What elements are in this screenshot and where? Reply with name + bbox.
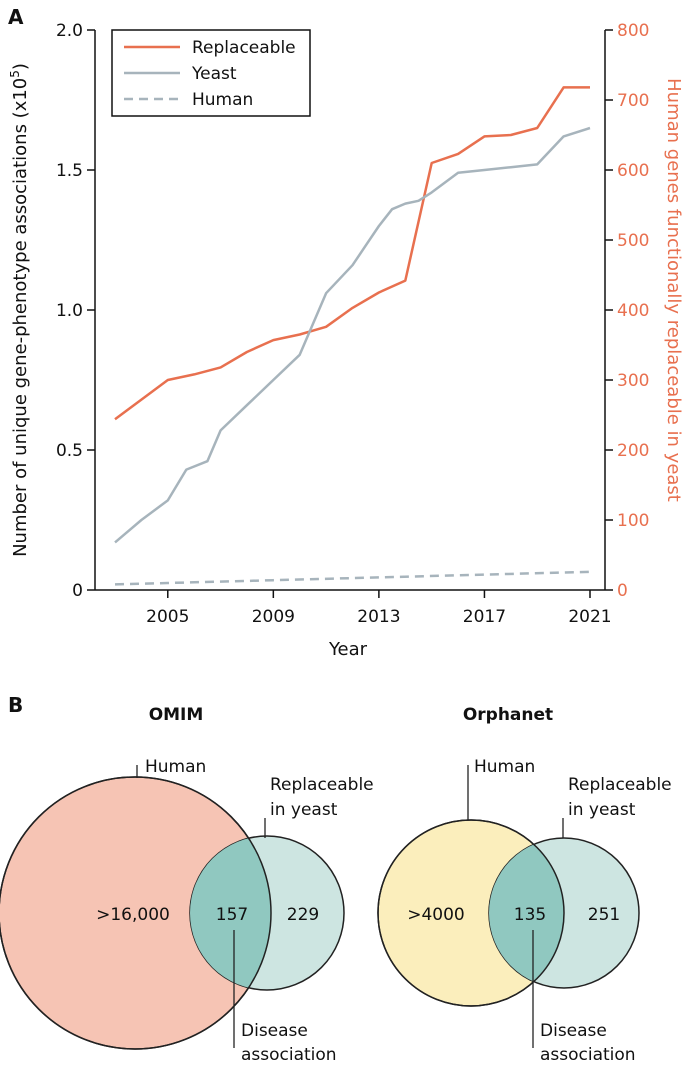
series-line-replaceable	[114, 86, 590, 421]
legend-label-human: Human	[192, 90, 253, 110]
legend-label-yeast: Yeast	[191, 64, 237, 84]
venn-label-replaceable-orphanet-1: Replaceable	[568, 775, 672, 795]
venn-outline-omim	[0, 776, 272, 1050]
y-axis-title-exp: 5	[8, 70, 22, 78]
y-tick-label-right: 800	[617, 21, 649, 41]
y-axis-title-left: Number of unique gene-phenotype associat…	[8, 63, 31, 557]
venn-label-human-omim: Human	[145, 757, 206, 777]
venn-outline-orphanet	[377, 819, 565, 1007]
y-tick-label-right: 300	[617, 371, 649, 391]
venn-value-human-orphanet: >4000	[407, 905, 465, 925]
venn-omim: OMIM Human Replaceable in yeast >16,000 …	[0, 705, 374, 1065]
venn-value-replaceable-omim: 229	[287, 905, 319, 925]
x-tick-label: 2009	[252, 607, 295, 627]
line-chart: 00.51.01.52.0 0100200300400500600700800 …	[8, 21, 684, 660]
venn-title-omim: OMIM	[149, 705, 204, 725]
y-tick-label-right: 0	[617, 581, 628, 601]
y-tick-label-right: 200	[617, 441, 649, 461]
y-axis-title-close: )	[10, 63, 31, 70]
venn-overlap-omim	[190, 836, 271, 990]
venn-label-disease-orphanet-2: association	[540, 1045, 636, 1065]
y-tick-label-right: 500	[617, 231, 649, 251]
y-tick-label-left: 0.5	[56, 441, 83, 461]
y-tick-label-right: 700	[617, 91, 649, 111]
venn-value-overlap-orphanet: 135	[514, 905, 546, 925]
venn-label-disease-omim-2: association	[241, 1045, 337, 1065]
venn-label-disease-orphanet-1: Disease	[540, 1021, 607, 1041]
venn-value-replaceable-orphanet: 251	[588, 905, 620, 925]
venn-label-disease-omim-1: Disease	[241, 1021, 308, 1041]
y-ticks-left: 0 0.5 1.0 1.5 2.0	[56, 21, 95, 601]
y-tick-label-left: 1.0	[56, 301, 83, 321]
y-tick-label-right: 400	[617, 301, 649, 321]
x-tick-label: 2013	[357, 607, 400, 627]
y-tick-label-left: 0	[72, 581, 83, 601]
y-axis-title-main: Number of unique gene-phenotype associat…	[10, 78, 31, 557]
series-line-yeast	[114, 126, 591, 544]
y-tick-label-left: 2.0	[56, 21, 83, 41]
series-lines	[114, 86, 591, 586]
x-ticks: 2005 2009 2013 2017 2021	[146, 590, 612, 627]
venn-overlap-orphanet	[489, 838, 564, 988]
y-axis-title-right: Human genes functionally replaceable in …	[663, 78, 684, 502]
venn-orphanet: Orphanet Human Replaceable in yeast >400…	[377, 705, 672, 1065]
y-ticks-right: 0 100 200 300 400 500 600 700 800	[605, 21, 649, 601]
x-tick-label: 2021	[568, 607, 611, 627]
y-tick-label-left: 1.5	[56, 161, 83, 181]
venn-label-replaceable-orphanet-2: in yeast	[568, 800, 636, 820]
venn-value-overlap-omim: 157	[216, 905, 248, 925]
venn-label-replaceable-omim-1: Replaceable	[270, 775, 374, 795]
x-axis-title: Year	[328, 639, 368, 660]
legend-label-replaceable: Replaceable	[192, 38, 296, 58]
y-tick-label-right: 100	[617, 511, 649, 531]
panel-b-label: B	[8, 693, 23, 717]
series-line-human	[114, 570, 591, 586]
venn-label-replaceable-omim-2: in yeast	[270, 800, 338, 820]
y-tick-label-right: 600	[617, 161, 649, 181]
x-tick-label: 2005	[146, 607, 189, 627]
legend: Replaceable Yeast Human	[111, 29, 311, 117]
venn-title-orphanet: Orphanet	[463, 705, 553, 725]
x-tick-label: 2017	[463, 607, 506, 627]
venn-label-human-orphanet: Human	[474, 757, 535, 777]
panel-a-label: A	[8, 5, 24, 29]
venn-value-human-omim: >16,000	[96, 905, 170, 925]
